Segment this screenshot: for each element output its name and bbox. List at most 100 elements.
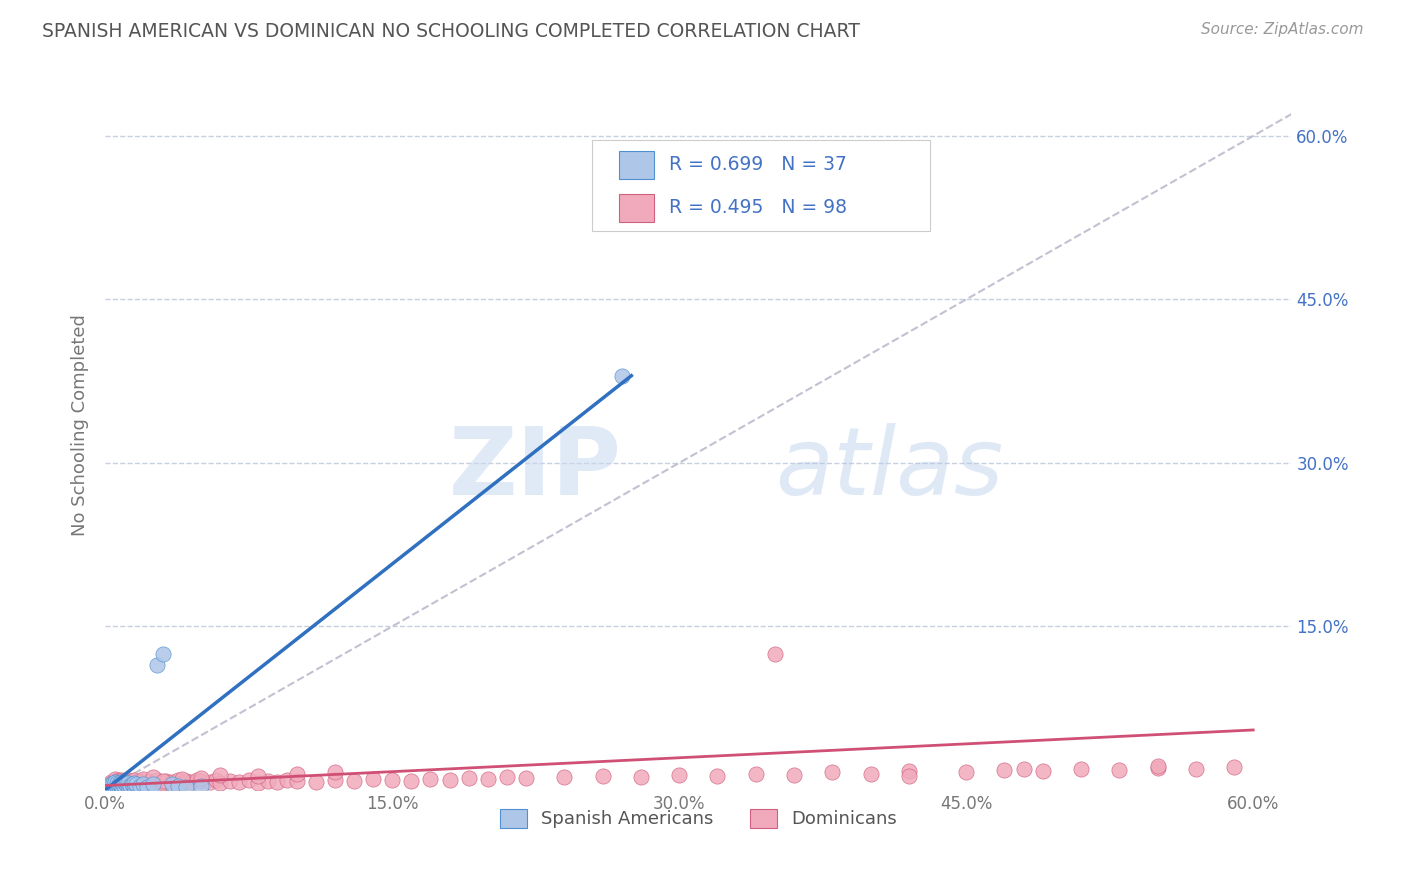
Point	[101, 776, 124, 790]
Point	[401, 774, 423, 789]
Point	[592, 769, 614, 783]
Point	[553, 770, 575, 784]
Point	[115, 777, 138, 791]
Point	[205, 773, 228, 788]
Point	[343, 774, 366, 789]
Point	[180, 775, 202, 789]
Text: atlas: atlas	[776, 423, 1004, 514]
Point	[110, 779, 132, 793]
Point	[111, 773, 134, 788]
Point	[477, 772, 499, 786]
Point	[859, 766, 882, 780]
Point	[111, 780, 134, 794]
Point	[323, 773, 346, 788]
Point	[285, 766, 308, 780]
Point	[706, 769, 728, 783]
Point	[1184, 762, 1206, 776]
Point	[419, 772, 441, 786]
Point	[1108, 764, 1130, 778]
Point	[238, 773, 260, 788]
Point	[152, 647, 174, 661]
Legend: Spanish Americans, Dominicans: Spanish Americans, Dominicans	[492, 802, 904, 836]
Point	[1146, 759, 1168, 773]
Point	[105, 774, 128, 789]
Point	[125, 775, 148, 789]
Point	[104, 774, 127, 789]
Point	[256, 774, 278, 789]
Point	[783, 767, 806, 781]
Point	[160, 777, 183, 791]
Point	[218, 774, 240, 789]
Point	[105, 777, 128, 791]
Point	[285, 774, 308, 789]
Point	[190, 771, 212, 785]
Point	[745, 766, 768, 780]
Point	[112, 779, 135, 793]
Text: ZIP: ZIP	[449, 423, 621, 515]
Point	[668, 767, 690, 781]
Point	[496, 770, 519, 784]
Y-axis label: No Schooling Completed: No Schooling Completed	[72, 314, 89, 536]
Point	[120, 775, 142, 789]
Text: R = 0.699   N = 37: R = 0.699 N = 37	[669, 155, 846, 174]
Point	[104, 777, 127, 791]
Point	[515, 771, 537, 785]
Point	[152, 776, 174, 790]
Point	[98, 780, 121, 794]
Point	[457, 771, 479, 785]
Point	[610, 368, 633, 383]
Point	[381, 773, 404, 788]
Point	[122, 774, 145, 789]
Point	[1070, 762, 1092, 776]
Point	[100, 779, 122, 793]
Point	[117, 776, 139, 790]
Point	[136, 780, 159, 794]
Point	[128, 779, 150, 793]
Point	[993, 764, 1015, 778]
Point	[146, 657, 169, 672]
Point	[170, 772, 193, 786]
Point	[111, 776, 134, 790]
Text: R = 0.495   N = 98: R = 0.495 N = 98	[669, 198, 846, 218]
Point	[100, 775, 122, 789]
Point	[323, 765, 346, 780]
Point	[122, 776, 145, 790]
Point	[1012, 762, 1035, 776]
Point	[167, 773, 190, 788]
Point	[111, 776, 134, 790]
Point	[266, 775, 288, 789]
Point	[276, 773, 298, 788]
Point	[110, 775, 132, 789]
Point	[305, 775, 328, 789]
Point	[439, 773, 461, 788]
Point	[763, 647, 786, 661]
Point	[127, 776, 149, 790]
Bar	[619, 194, 654, 222]
Point	[107, 777, 129, 791]
Point	[142, 775, 165, 789]
Point	[361, 772, 384, 786]
Point	[112, 774, 135, 789]
Point	[112, 775, 135, 789]
Point	[104, 772, 127, 786]
Point	[142, 770, 165, 784]
Point	[955, 765, 977, 780]
Point	[152, 774, 174, 789]
Point	[138, 774, 160, 789]
FancyBboxPatch shape	[592, 140, 929, 231]
Point	[186, 773, 208, 788]
Text: SPANISH AMERICAN VS DOMINICAN NO SCHOOLING COMPLETED CORRELATION CHART: SPANISH AMERICAN VS DOMINICAN NO SCHOOLI…	[42, 22, 860, 41]
Point	[104, 775, 127, 789]
Point	[122, 773, 145, 788]
Point	[132, 772, 155, 786]
Point	[1223, 760, 1246, 774]
Text: Source: ZipAtlas.com: Source: ZipAtlas.com	[1201, 22, 1364, 37]
Point	[115, 776, 138, 790]
Point	[104, 780, 127, 794]
Point	[821, 765, 844, 780]
Point	[1032, 764, 1054, 779]
Point	[200, 775, 222, 789]
Point	[110, 777, 132, 791]
Point	[121, 777, 143, 791]
Point	[125, 777, 148, 791]
